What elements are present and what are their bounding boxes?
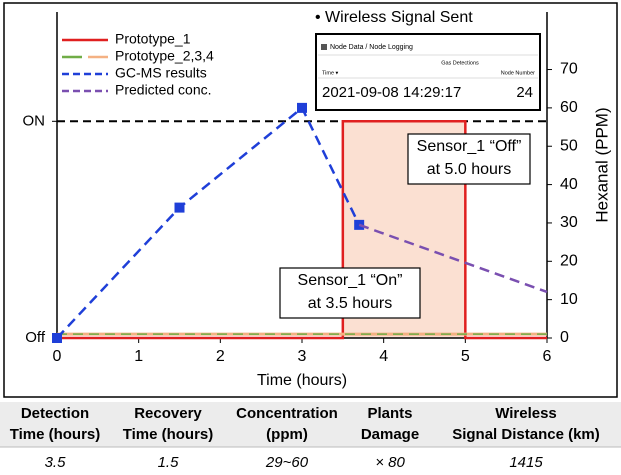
table-cell: 3.5: [45, 454, 67, 471]
inset-breadcrumb: Node Data / Node Logging: [330, 44, 413, 51]
state-label: ON: [23, 112, 46, 129]
table-header: Wireless: [495, 405, 557, 422]
y-tick-label: 40: [560, 176, 578, 193]
y-tick-label: 30: [560, 214, 578, 231]
table-cell: × 80: [375, 454, 405, 471]
x-tick-label: 5: [461, 348, 470, 365]
table-header: Signal Distance (km): [452, 426, 600, 443]
x-axis-label: Time (hours): [257, 372, 347, 389]
state-label: Off: [25, 329, 46, 346]
annotation-text: at 3.5 hours: [308, 295, 393, 312]
x-tick-label: 1: [134, 348, 143, 365]
table-cell: 1.5: [158, 454, 180, 471]
table-header: Time (hours): [123, 426, 214, 443]
table-header: Time (hours): [10, 426, 101, 443]
inset-col: Time ▾: [322, 70, 339, 76]
annotation-text: Sensor_1 “Off”: [417, 138, 522, 155]
annotation-text: at 5.0 hours: [427, 161, 512, 178]
y-tick-label: 10: [560, 291, 578, 308]
y-tick-label: 60: [560, 99, 578, 116]
inset-node: 24: [516, 84, 533, 101]
y-tick-label: 0: [560, 329, 569, 346]
inset-icon: [321, 44, 327, 50]
y-axis-label: Hexanal (PPM): [592, 107, 611, 222]
legend-label: Prototype_2,3,4: [115, 48, 214, 64]
table-header: Recovery: [134, 405, 202, 422]
x-tick-label: 6: [543, 348, 552, 365]
page: 0123456010203040506070ONOffTime (hours)H…: [0, 0, 621, 475]
table-header: Plants: [367, 405, 412, 422]
annotation-text: Sensor_1 “On”: [298, 272, 403, 289]
legend-label: Prototype_1: [115, 31, 191, 47]
inset-time: 2021-09-08 14:29:17: [322, 84, 461, 101]
table-header: Damage: [361, 426, 419, 443]
legend-label: GC-MS results: [115, 65, 207, 81]
inset-title: • Wireless Signal Sent: [315, 9, 473, 26]
y-tick-label: 50: [560, 137, 578, 154]
x-tick-label: 3: [298, 348, 307, 365]
y-tick-label: 20: [560, 253, 578, 270]
x-tick-label: 2: [216, 348, 225, 365]
x-tick-label: 0: [53, 348, 62, 365]
table-cell: 29~60: [265, 454, 309, 471]
table-cell: 1415: [509, 454, 543, 471]
inset-section: Gas Detections: [441, 60, 479, 66]
point: [297, 103, 307, 113]
x-tick-label: 4: [379, 348, 388, 365]
y-tick-label: 70: [560, 61, 578, 78]
point: [52, 333, 62, 343]
legend-label: Predicted conc.: [115, 82, 212, 98]
table-header: (ppm): [266, 426, 308, 443]
inset-col: Node Number: [501, 70, 535, 76]
table-header: Detection: [21, 405, 89, 422]
point: [175, 203, 185, 213]
table-header: Concentration: [236, 405, 338, 422]
